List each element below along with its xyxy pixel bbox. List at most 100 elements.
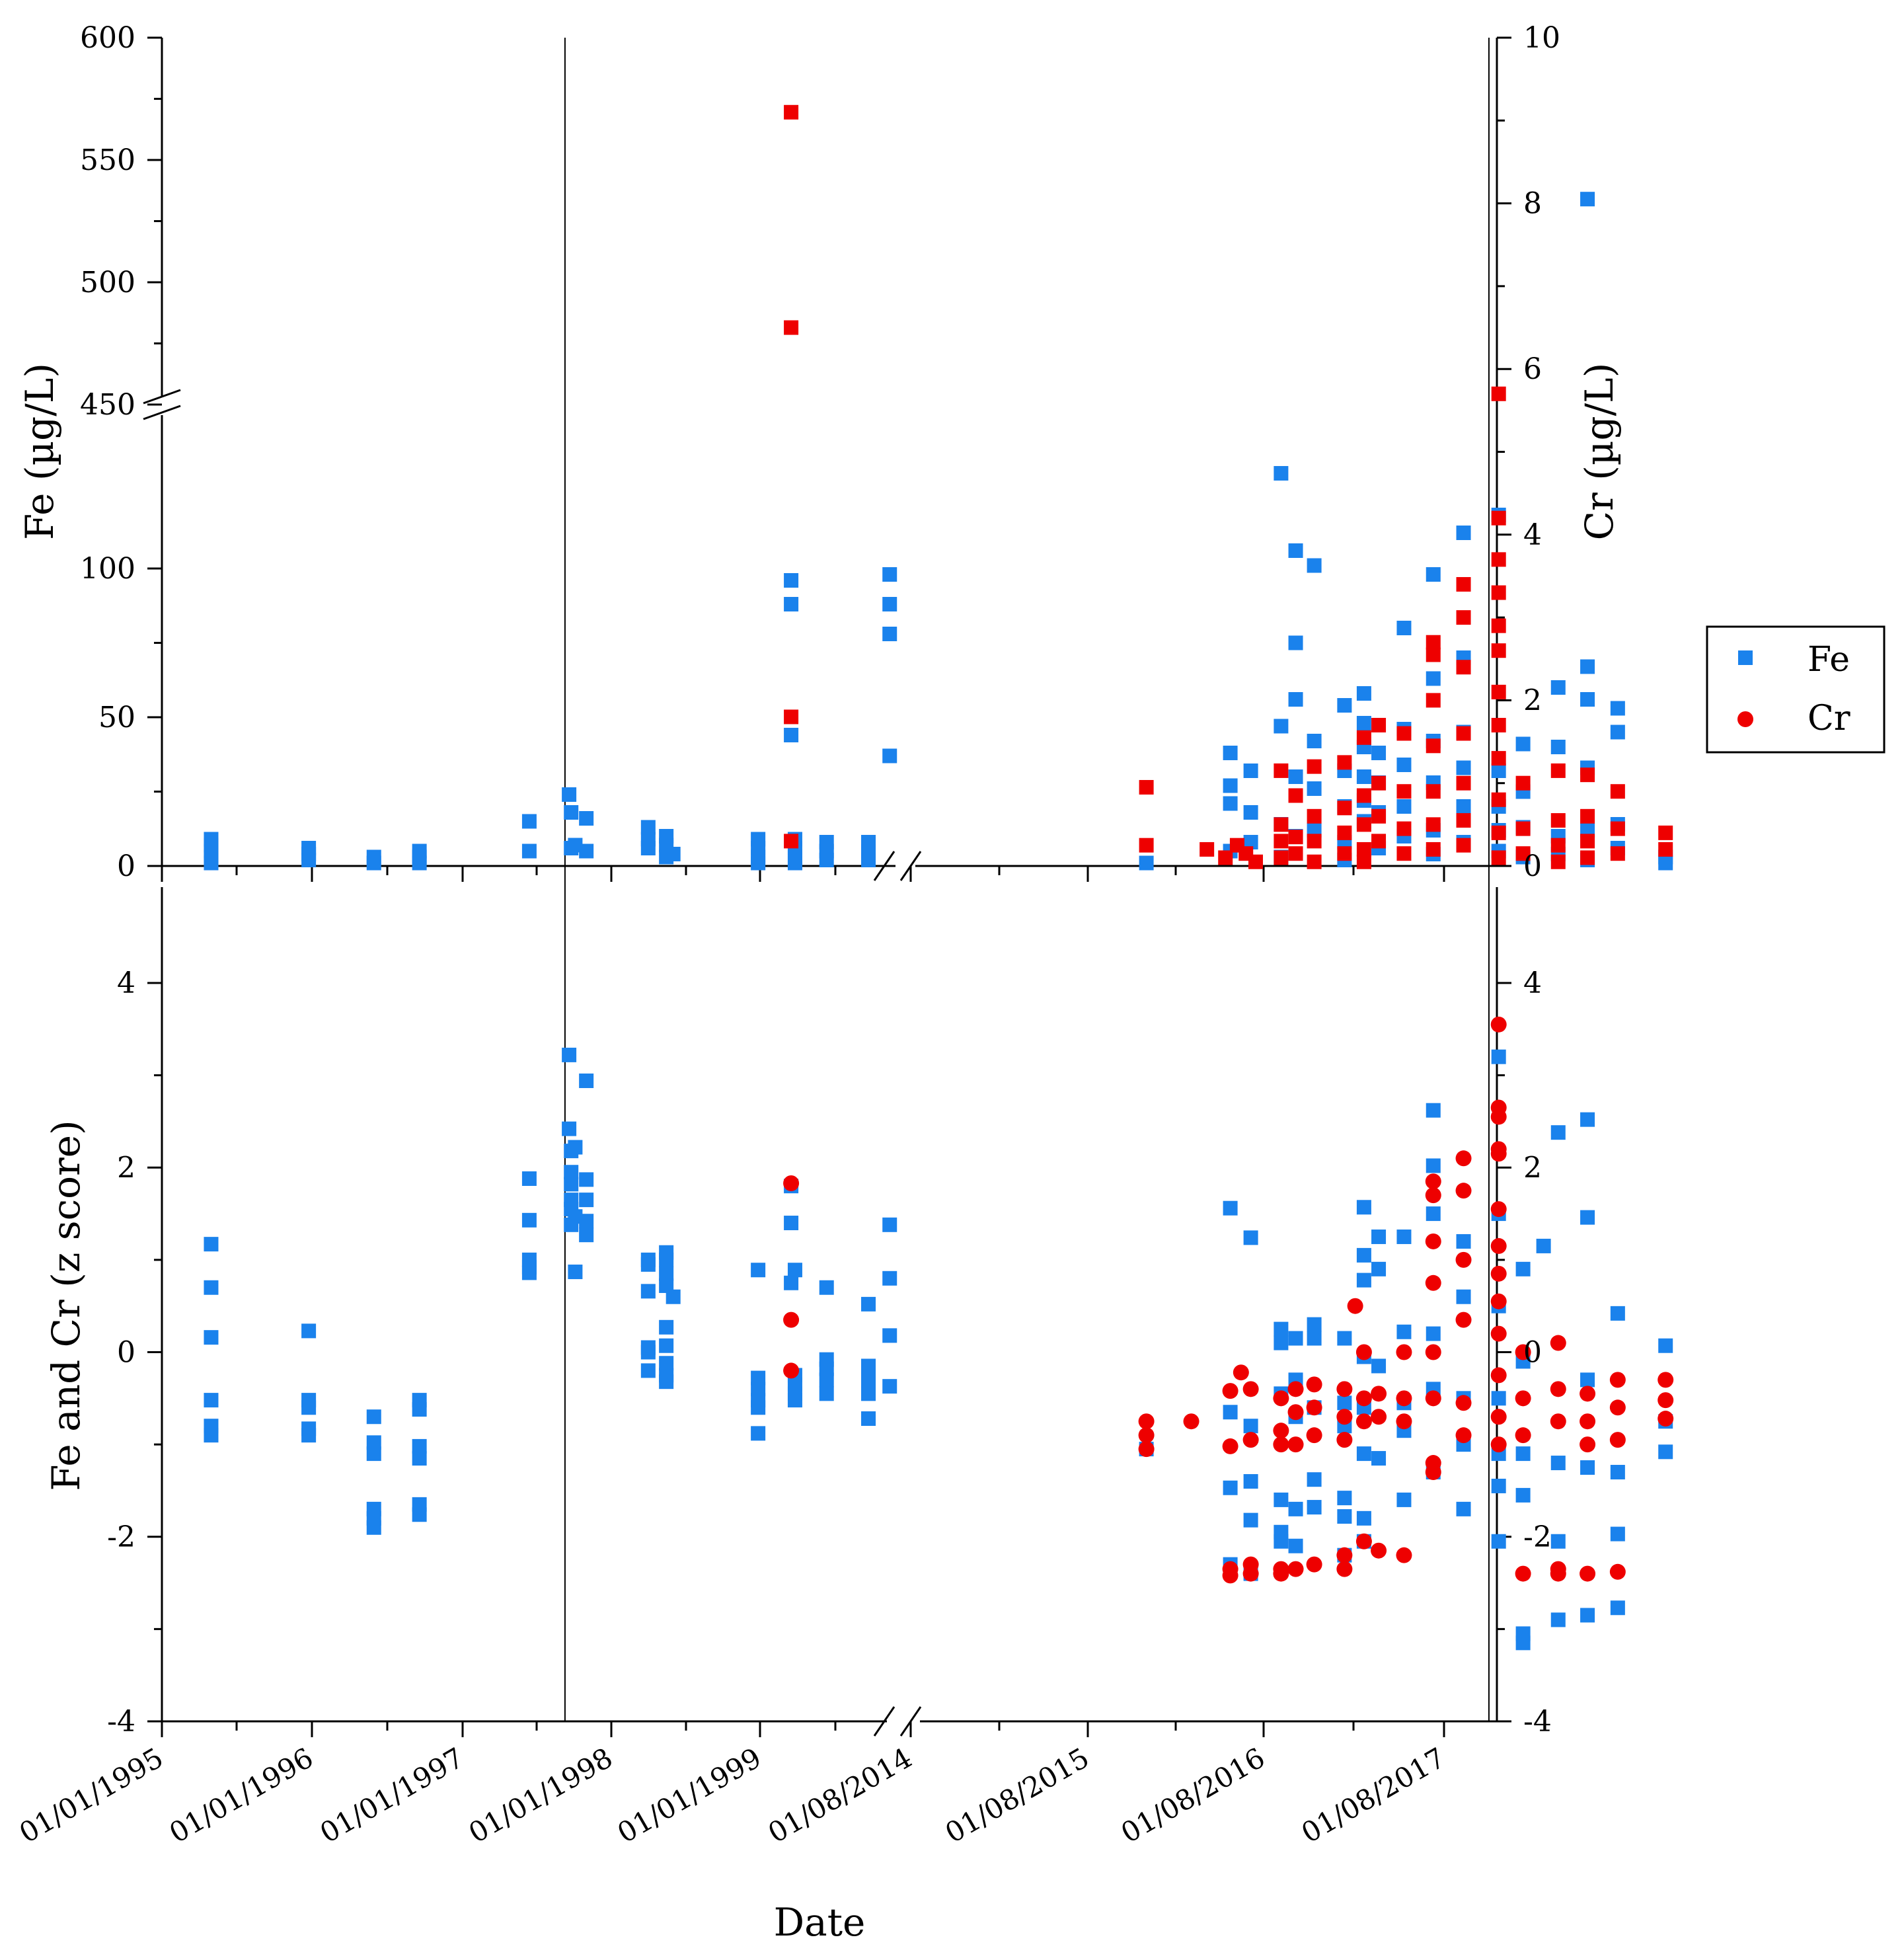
- top-left-tick-label: 0: [117, 849, 135, 883]
- top-fe-point: [1396, 621, 1412, 635]
- bottom-fe-point: [564, 1165, 579, 1180]
- bottom-fe-point: [751, 1370, 766, 1386]
- bottom-cr-point: [1550, 1381, 1566, 1397]
- bottom-left-tick-label: 4: [117, 966, 135, 1000]
- top-fe-point: [784, 573, 799, 588]
- bottom-cr-point: [1371, 1409, 1387, 1425]
- bottom-fe-point: [1337, 1491, 1352, 1506]
- bottom-cr-point: [1287, 1381, 1304, 1397]
- top-fe-point: [579, 811, 594, 826]
- bottom-cr-point: [1242, 1565, 1259, 1582]
- top-fe-point: [1288, 543, 1303, 558]
- bottom-cr-point: [1515, 1390, 1531, 1407]
- points-layer: [204, 104, 1674, 1651]
- bottom-cr-point: [1490, 1367, 1507, 1384]
- top-left-axis-title: Fe (µg/L): [17, 363, 62, 540]
- bottom-fe-point: [1426, 1206, 1441, 1222]
- bottom-cr-point: [1490, 1109, 1507, 1125]
- bottom-fe-point: [579, 1172, 594, 1187]
- bottom-fe-point: [819, 1372, 834, 1388]
- top-cr-point: [1658, 842, 1673, 857]
- bottom-cr-point: [1396, 1547, 1412, 1563]
- bottom-cr-point: [1455, 1312, 1472, 1328]
- bottom-cr-point: [1490, 1436, 1507, 1453]
- bottom-cr-point: [1273, 1565, 1289, 1582]
- top-cr-point: [1491, 850, 1506, 865]
- top-fe-point: [1610, 724, 1625, 740]
- bottom-fe-point: [1491, 1049, 1506, 1064]
- bottom-fe-point: [751, 1263, 766, 1278]
- bottom-right-tick-label: 0: [1523, 1336, 1542, 1370]
- bottom-fe-point: [1356, 1273, 1371, 1288]
- top-fe-point: [204, 855, 219, 871]
- bottom-fe-point: [579, 1074, 594, 1089]
- top-fe-point: [1223, 778, 1238, 793]
- bottom-fe-point: [640, 1363, 656, 1378]
- bottom-fe-point: [640, 1257, 656, 1272]
- bottom-fe-point: [1580, 1372, 1595, 1388]
- top-cr-point: [1610, 821, 1625, 836]
- y-axis-break-mark: [143, 389, 181, 420]
- top-cr-point: [1456, 610, 1471, 625]
- top-cr-point: [1426, 693, 1441, 708]
- bottom-fe-point: [819, 1386, 834, 1401]
- bottom-fe-point: [751, 1426, 766, 1441]
- bottom-fe-point: [1550, 1612, 1566, 1627]
- top-right-tick-label: 8: [1523, 187, 1542, 221]
- bottom-fe-point: [1580, 1210, 1595, 1225]
- top-cr-point: [1337, 755, 1352, 770]
- top-fe-point: [1223, 796, 1238, 811]
- bottom-fe-point: [301, 1323, 317, 1339]
- bottom-right-tick-label: -2: [1523, 1520, 1552, 1554]
- bottom-cr-point: [1336, 1381, 1353, 1397]
- bottom-fe-point: [787, 1393, 802, 1408]
- bottom-cr-point: [1273, 1423, 1289, 1439]
- top-fe-point: [1243, 835, 1258, 849]
- top-cr-point: [1456, 813, 1471, 828]
- top-cr-point: [1491, 792, 1506, 807]
- top-cr-point: [1426, 647, 1441, 662]
- bottom-cr-point: [1287, 1404, 1304, 1421]
- bottom-cr-point: [1355, 1344, 1372, 1360]
- bottom-fe-point: [1307, 1500, 1322, 1515]
- bottom-cr-point: [1222, 1438, 1238, 1454]
- top-fe-point: [412, 855, 427, 871]
- top-fe-point: [640, 820, 656, 835]
- bottom-fe-point: [1658, 1338, 1673, 1353]
- bottom-fe-point: [1371, 1358, 1387, 1374]
- legend-cr-marker: [1737, 711, 1753, 727]
- bottom-fe-point: [1337, 1331, 1352, 1346]
- top-fe-point: [861, 853, 876, 867]
- bottom-cr-point: [1550, 1335, 1566, 1351]
- top-fe-point: [1658, 855, 1673, 871]
- bottom-fe-point: [861, 1296, 876, 1312]
- top-cr-point: [1491, 386, 1506, 401]
- top-cr-point: [1456, 576, 1471, 592]
- top-cr-point: [1426, 738, 1441, 754]
- bottom-fe-point: [1515, 1261, 1531, 1276]
- top-cr-point: [1491, 717, 1506, 732]
- top-fe-point: [1396, 799, 1412, 814]
- bottom-fe-point: [1536, 1238, 1551, 1253]
- top-cr-point: [1288, 830, 1303, 845]
- bottom-left-tick-label: 2: [117, 1151, 135, 1185]
- top-fe-point: [1337, 698, 1352, 713]
- bottom-fe-point: [1610, 1465, 1625, 1480]
- top-cr-point: [1274, 834, 1289, 849]
- bottom-fe-point: [861, 1358, 876, 1374]
- bottom-fe-point: [366, 1435, 381, 1450]
- top-fe-point: [366, 855, 381, 871]
- bottom-fe-point: [784, 1216, 799, 1231]
- top-cr-point: [1396, 726, 1412, 741]
- bottom-cr-point: [1580, 1386, 1596, 1402]
- top-fe-point: [1456, 799, 1471, 814]
- bottom-fe-point: [1223, 1200, 1238, 1216]
- top-fe-point: [562, 787, 577, 802]
- bottom-left-tick-label: -2: [107, 1520, 135, 1554]
- bottom-fe-point: [1243, 1419, 1258, 1434]
- bottom-cr-point: [1657, 1411, 1674, 1427]
- bottom-fe-point: [366, 1446, 381, 1462]
- bottom-cr-point: [1396, 1413, 1412, 1430]
- bottom-cr-point: [1425, 1173, 1441, 1190]
